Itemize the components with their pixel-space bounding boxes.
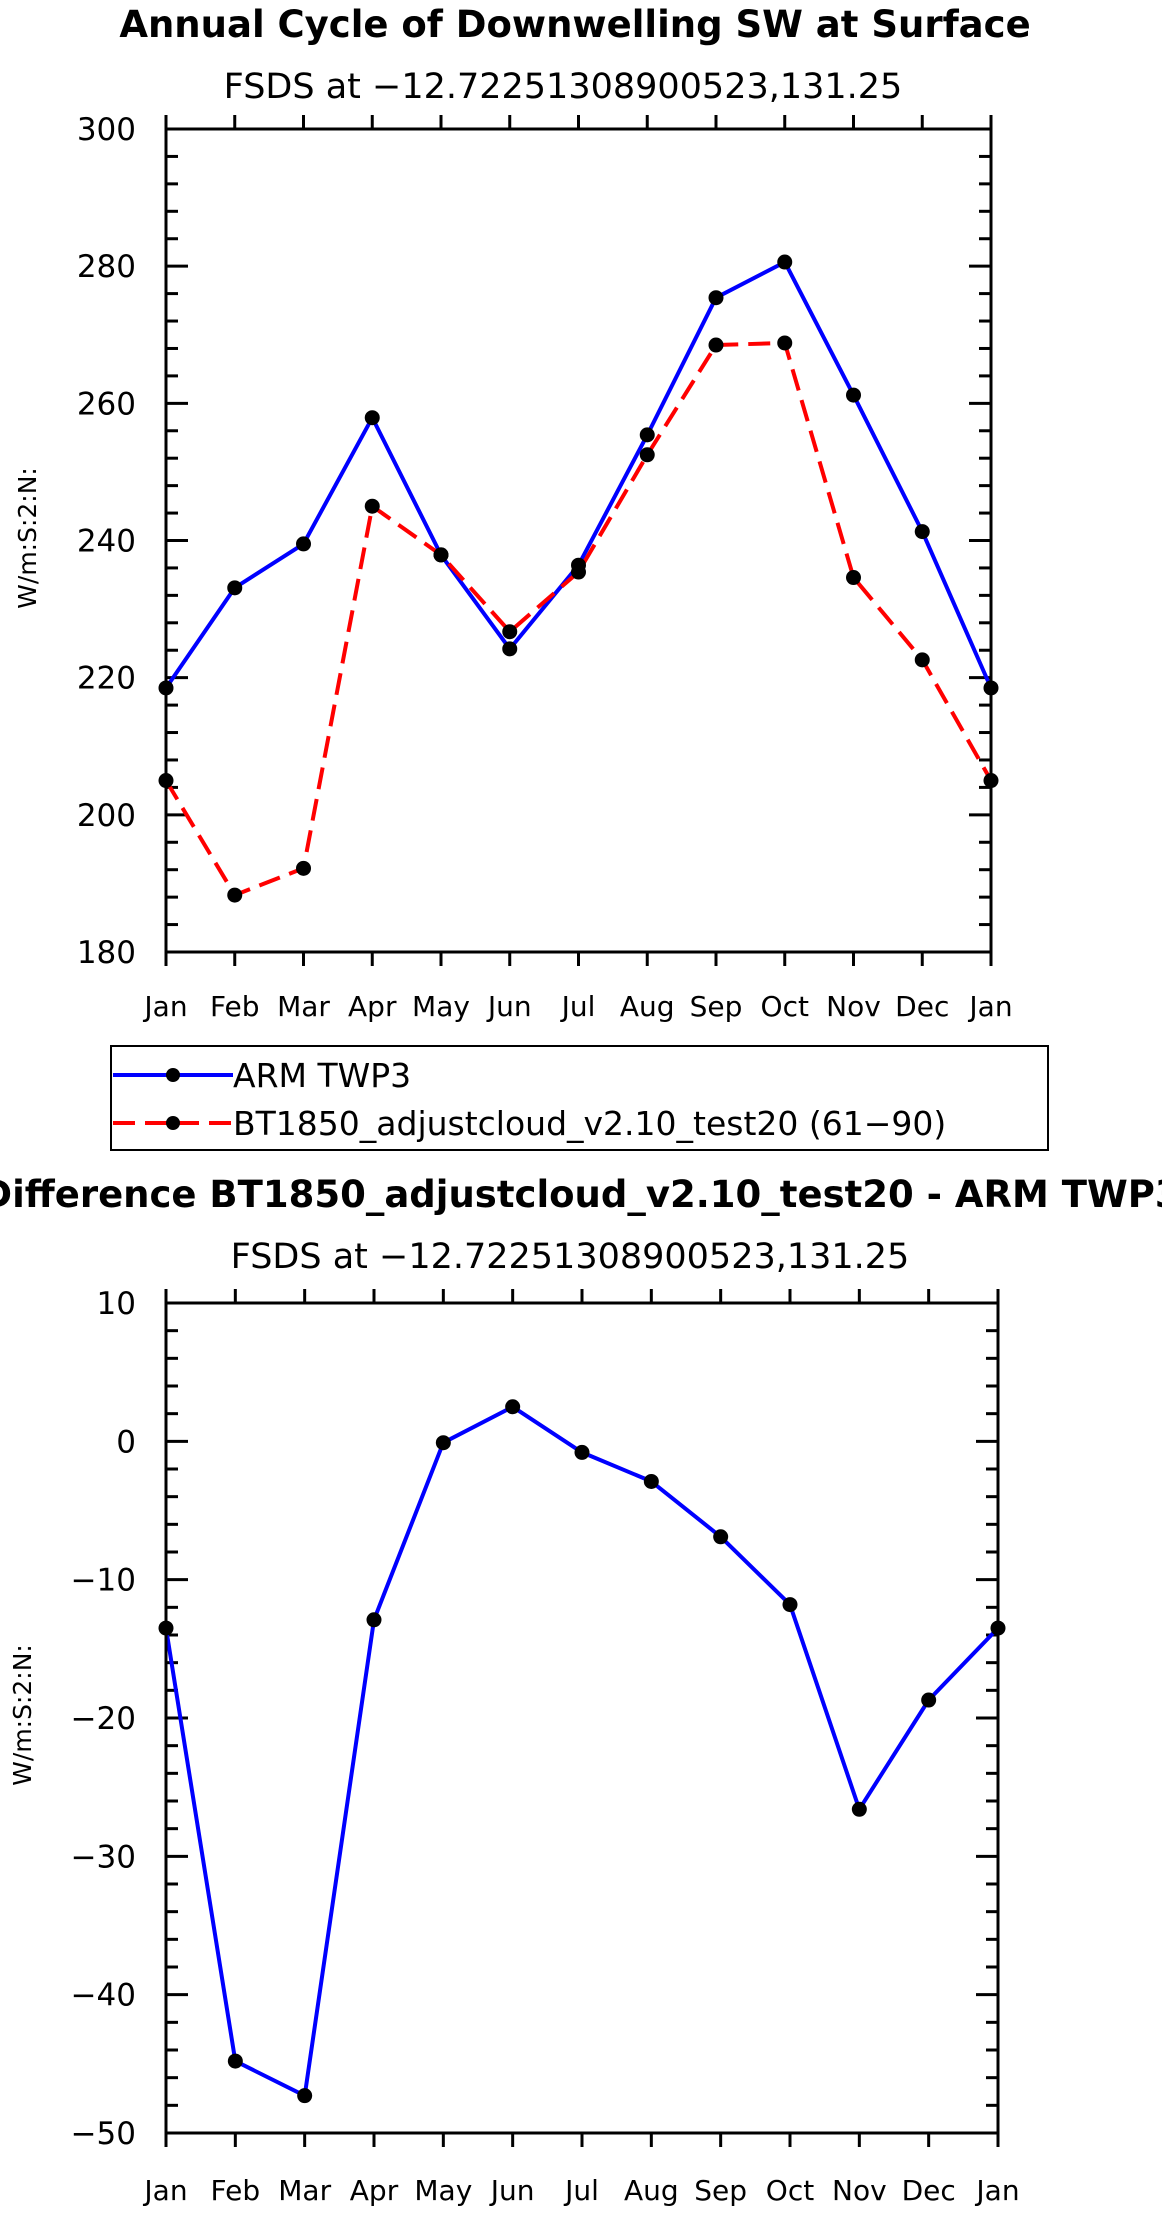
y-tick-label: 260 bbox=[77, 386, 136, 422]
data-point bbox=[851, 1801, 867, 1817]
chart-annual-cycle: Annual Cycle of Downwelling SW at Surfac… bbox=[13, 3, 1031, 1023]
x-tick-labels: Jan Feb Mar Apr May Jun Jul Aug Sep Oct Nov Dec Jan bbox=[142, 990, 1012, 1023]
y-tick-label: 300 bbox=[77, 112, 136, 148]
data-point bbox=[296, 860, 311, 876]
x-tick-label: Dec bbox=[902, 2174, 956, 2207]
x-tick-label: Jun bbox=[486, 990, 532, 1023]
data-point bbox=[777, 335, 793, 351]
y-tick-label: −40 bbox=[71, 1978, 136, 2014]
y-tick-labels: −50 −40 −30 −20 −10 0 10 bbox=[71, 1286, 136, 2152]
data-point bbox=[433, 547, 449, 563]
x-tick-label: Jan bbox=[967, 990, 1012, 1023]
y-tick-label: 280 bbox=[77, 249, 136, 285]
data-point bbox=[227, 887, 243, 903]
x-tick-label: Apr bbox=[350, 2174, 399, 2207]
y-tick-labels: 180 200 220 240 260 280 300 bbox=[77, 112, 136, 971]
data-point bbox=[921, 1692, 937, 1708]
x-tick-label: Jul bbox=[560, 990, 596, 1023]
x-tick-label: Feb bbox=[210, 990, 260, 1023]
data-point bbox=[571, 564, 586, 580]
x-tick-label: Oct bbox=[766, 2174, 814, 2207]
data-point bbox=[364, 410, 380, 426]
x-tick-labels: Jan Feb Mar Apr May Jun Jul Aug Sep Oct Nov Dec Jan bbox=[142, 2174, 1019, 2207]
x-tick-label: Dec bbox=[895, 990, 949, 1023]
data-point bbox=[713, 1529, 729, 1545]
y-tick-label: −10 bbox=[71, 1563, 136, 1599]
series-line bbox=[164, 1404, 1000, 2098]
x-tick-label: Jun bbox=[489, 2174, 535, 2207]
y-tick-label: 180 bbox=[77, 935, 136, 971]
tick-marks bbox=[164, 115, 993, 966]
data-point bbox=[364, 498, 380, 514]
data-point bbox=[296, 536, 311, 552]
series-group bbox=[158, 1399, 1006, 2104]
plot-frame bbox=[164, 1301, 1000, 2135]
data-point bbox=[643, 1473, 659, 1489]
y-tick-label: 220 bbox=[77, 661, 136, 697]
x-tick-label: Mar bbox=[278, 2174, 331, 2207]
data-point bbox=[708, 290, 724, 306]
y-tick-label: 0 bbox=[116, 1424, 136, 1460]
chart-subtitle: FSDS at −12.72251308900523,131.25 bbox=[231, 1237, 910, 1277]
x-tick-label: Feb bbox=[211, 2174, 261, 2207]
chart-title: Annual Cycle of Downwelling SW at Surfac… bbox=[119, 3, 1030, 46]
chart-title: Difference BT1850_adjustcloud_v2.10_test… bbox=[0, 1173, 1162, 1216]
data-point bbox=[782, 1597, 798, 1613]
data-point bbox=[846, 387, 861, 403]
legend-marker-arm bbox=[166, 1068, 180, 1082]
data-point bbox=[846, 570, 861, 586]
data-point bbox=[639, 427, 655, 443]
data-point bbox=[639, 447, 655, 463]
series-group bbox=[158, 254, 999, 903]
y-tick-label: −50 bbox=[71, 2116, 136, 2152]
y-tick-label: 200 bbox=[77, 798, 136, 834]
data-point bbox=[366, 1612, 382, 1628]
x-tick-label: Sep bbox=[690, 990, 743, 1023]
y-tick-label: −20 bbox=[71, 1701, 136, 1737]
x-tick-label: Nov bbox=[832, 2174, 887, 2207]
x-tick-label: Jan bbox=[142, 2174, 187, 2207]
x-tick-label: Apr bbox=[348, 990, 397, 1023]
x-tick-label: Mar bbox=[277, 990, 330, 1023]
legend: ARM TWP3 BT1850_adjustcloud_v2.10_test20… bbox=[110, 1045, 1049, 1151]
legend-entry-model: BT1850_adjustcloud_v2.10_test20 (61−90) bbox=[233, 1104, 946, 1143]
legend-box bbox=[110, 1045, 1049, 1151]
chart-subtitle: FSDS at −12.72251308900523,131.25 bbox=[224, 67, 903, 107]
y-tick-label: 10 bbox=[97, 1286, 136, 1322]
plot-frame bbox=[164, 127, 993, 954]
y-axis-label: W/m:S:2:N: bbox=[13, 467, 42, 609]
data-point bbox=[502, 624, 518, 640]
chart-difference: Difference BT1850_adjustcloud_v2.10_test… bbox=[0, 1173, 1162, 2207]
x-tick-label: Oct bbox=[761, 990, 809, 1023]
data-point bbox=[297, 2088, 313, 2104]
series-line bbox=[164, 260, 993, 690]
x-tick-label: Aug bbox=[624, 2174, 679, 2207]
x-tick-label: Jul bbox=[563, 2174, 599, 2207]
x-tick-label: Sep bbox=[694, 2174, 747, 2207]
tick-marks bbox=[164, 1289, 1000, 2147]
x-tick-label: Jan bbox=[974, 2174, 1019, 2207]
y-tick-label: 240 bbox=[77, 524, 136, 560]
x-tick-label: Jan bbox=[142, 990, 187, 1023]
data-point bbox=[914, 524, 930, 540]
data-point bbox=[914, 652, 930, 668]
data-point bbox=[574, 1444, 590, 1460]
y-tick-label: −30 bbox=[71, 1839, 136, 1875]
x-tick-label: May bbox=[414, 2174, 472, 2207]
x-tick-label: Aug bbox=[620, 990, 675, 1023]
data-point bbox=[777, 254, 793, 270]
legend-entry-arm: ARM TWP3 bbox=[233, 1056, 411, 1095]
legend-marker-model bbox=[166, 1116, 180, 1130]
data-point bbox=[227, 2053, 243, 2069]
data-point bbox=[435, 1435, 451, 1451]
data-point bbox=[502, 641, 518, 657]
x-tick-label: May bbox=[412, 990, 470, 1023]
data-point bbox=[227, 580, 243, 596]
y-axis-label: W/m:S:2:N: bbox=[8, 1644, 37, 1786]
data-point bbox=[708, 337, 724, 353]
data-point bbox=[505, 1399, 521, 1415]
x-tick-label: Nov bbox=[826, 990, 881, 1023]
